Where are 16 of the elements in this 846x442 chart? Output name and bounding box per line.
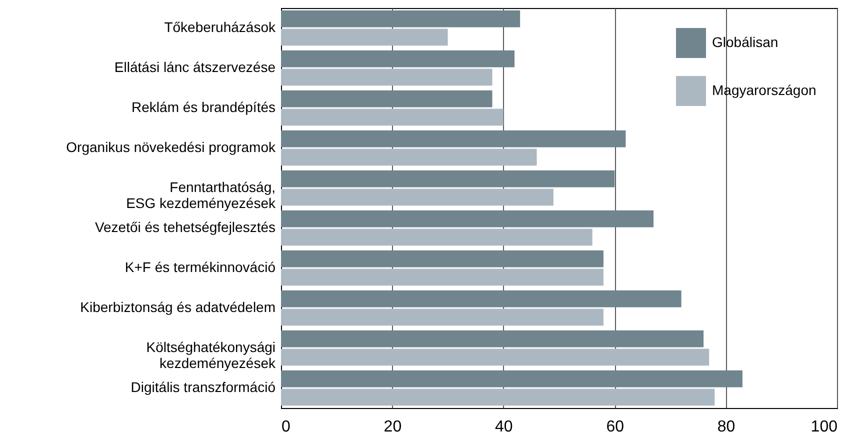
- x-tick-label: 40: [495, 418, 513, 436]
- y-tick-label: Fenntarthatóság, ESG kezdeményezések: [126, 179, 276, 211]
- y-tick-label: Vezetői és tehetségfejlesztés: [94, 219, 276, 235]
- x-tick-label: 100: [810, 418, 838, 436]
- y-tick-label: Organikus növekedési programok: [66, 139, 276, 155]
- y-tick-label: Digitális transzformáció: [130, 379, 276, 395]
- x-tick-label: 80: [717, 418, 736, 436]
- x-tick-label: 60: [606, 418, 624, 436]
- y-tick-label: Kiberbiztonság és adatvédelem: [80, 299, 276, 315]
- y-tick-label: Ellátási lánc átszervezése: [114, 59, 276, 75]
- x-tick-label: 0: [282, 418, 290, 436]
- y-tick-label: Reklám és brandépítés: [132, 99, 276, 115]
- y-tick-label: Tőkeberuházások: [164, 19, 276, 35]
- y-tick-label: Költséghatékonysági kezdeményezések: [146, 339, 276, 371]
- y-tick-label: K+F és termékinnováció: [124, 259, 276, 275]
- x-tick-label: 20: [384, 418, 402, 436]
